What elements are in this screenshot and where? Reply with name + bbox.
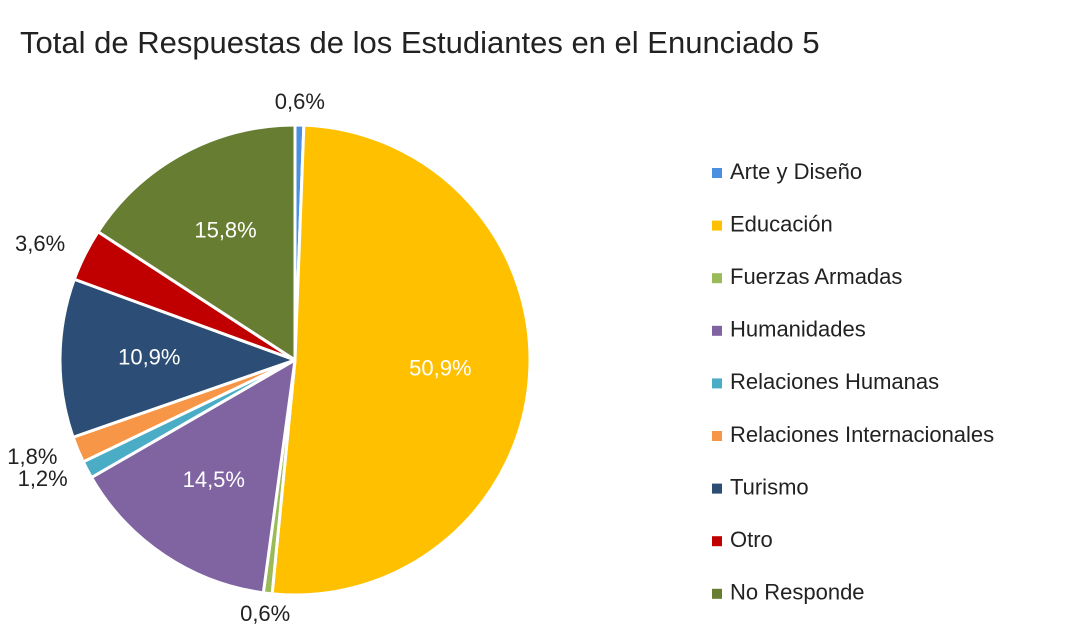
legend-marker xyxy=(712,273,722,284)
chart-title: Total de Respuestas de los Estudiantes e… xyxy=(20,25,820,60)
pie-slice xyxy=(96,123,297,362)
legend-label: Arte y Diseño xyxy=(730,159,862,184)
legend-marker xyxy=(712,483,722,494)
legend-marker xyxy=(712,220,722,231)
data-label: 3,6% xyxy=(15,231,65,256)
legend-marker xyxy=(712,168,722,178)
legend-label: Humanidades xyxy=(730,317,866,342)
pie-slice xyxy=(89,358,297,595)
data-label: 10,9% xyxy=(118,345,180,370)
legend-marker xyxy=(712,588,722,599)
pie-slice xyxy=(58,277,297,439)
legend-marker xyxy=(712,325,722,336)
legend-label: No Responde xyxy=(730,580,865,605)
data-label: 15,8% xyxy=(194,218,256,243)
legend-label: Fuerzas Armadas xyxy=(730,264,902,289)
data-label: 0,6% xyxy=(275,89,325,114)
legend-label: Educación xyxy=(730,211,833,236)
data-label: 1,2% xyxy=(18,466,68,491)
legend-label: Turismo xyxy=(730,474,809,499)
data-label: 0,6% xyxy=(240,601,290,626)
data-label: 50,9% xyxy=(409,356,471,381)
legend-label: Otro xyxy=(730,527,773,552)
legend-marker xyxy=(712,536,722,547)
data-label: 1,8% xyxy=(7,444,57,469)
data-label: 14,5% xyxy=(183,467,245,492)
legend-marker xyxy=(712,378,722,389)
legend-label: Relaciones Internacionales xyxy=(730,422,994,447)
legend-marker xyxy=(712,431,722,441)
legend-label: Relaciones Humanas xyxy=(730,369,939,394)
pie-slice xyxy=(270,123,532,597)
